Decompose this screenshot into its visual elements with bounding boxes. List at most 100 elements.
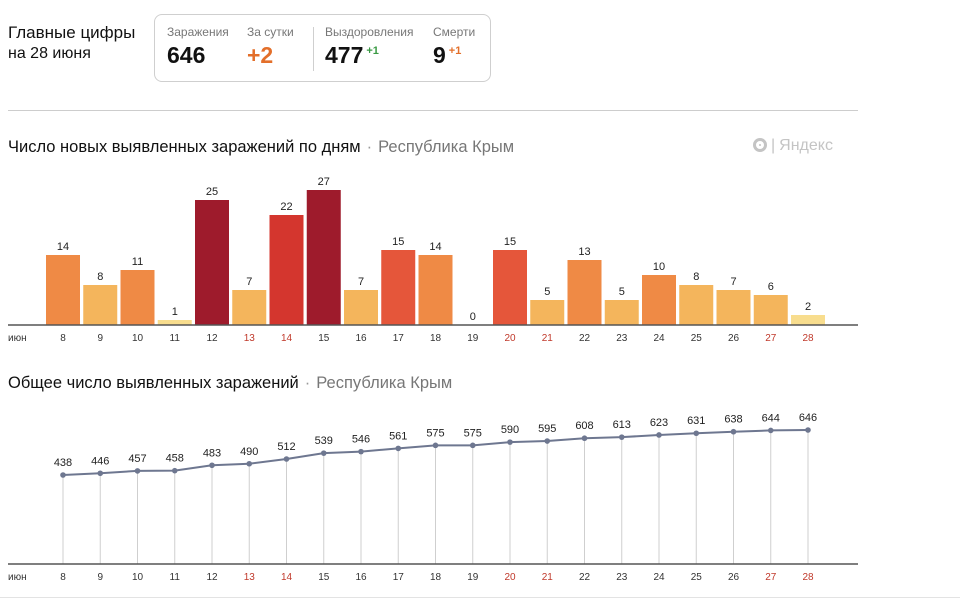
bar[interactable] — [567, 260, 602, 325]
bar[interactable] — [716, 290, 751, 325]
bar-value-label: 5 — [619, 286, 625, 298]
bar-chart-region: Республика Крым — [378, 138, 515, 156]
line-point[interactable] — [618, 434, 625, 440]
line-chart-title-text: Общее число выявленных заражений — [8, 374, 299, 392]
bar[interactable] — [195, 200, 229, 325]
line-point[interactable] — [134, 468, 141, 474]
yandex-ring-icon — [753, 138, 767, 152]
bar-value-label: 1 — [172, 306, 178, 318]
point-value-label: 613 — [613, 419, 631, 431]
x-tick-label: 14 — [281, 333, 293, 344]
x-tick-label: 27 — [765, 572, 777, 583]
bar-value-label: 11 — [132, 256, 143, 268]
bar-value-label: 8 — [97, 271, 103, 283]
headline-date: на 28 июня — [8, 45, 91, 62]
point-value-label: 490 — [240, 446, 258, 458]
point-value-label: 446 — [91, 455, 109, 467]
bar[interactable] — [791, 315, 825, 325]
line-point[interactable] — [60, 472, 66, 478]
bar[interactable] — [46, 255, 80, 325]
x-tick-label: 16 — [355, 572, 367, 583]
stats-divider — [313, 27, 314, 71]
key-figures-card: Заражения 646 За сутки +2 Выздоровления … — [154, 14, 491, 82]
x-tick-label: 21 — [542, 333, 554, 344]
line-point[interactable] — [507, 439, 513, 445]
title-dot: · — [304, 374, 311, 392]
line-point[interactable] — [730, 428, 737, 435]
stat-infections: Заражения 646 — [167, 25, 229, 69]
line-point[interactable] — [395, 445, 402, 452]
bar[interactable] — [269, 215, 304, 325]
bar[interactable] — [493, 250, 527, 325]
line-point[interactable] — [320, 450, 327, 456]
bar-chart-title: Число новых выявленных заражений по дням… — [8, 138, 514, 157]
bar[interactable] — [604, 300, 639, 325]
bar[interactable] — [753, 295, 788, 325]
line-point[interactable] — [283, 456, 290, 462]
x-tick-label: 20 — [504, 572, 516, 583]
bar[interactable] — [418, 255, 453, 325]
month-label: июн — [8, 572, 27, 583]
line-point[interactable] — [97, 470, 104, 477]
line-point[interactable] — [209, 462, 215, 469]
line-point[interactable] — [767, 427, 774, 434]
stat-daily: За сутки +2 — [247, 25, 294, 69]
x-tick-label: 20 — [504, 333, 516, 344]
point-value-label: 638 — [724, 414, 742, 426]
brand-name: Яндекс — [779, 137, 833, 154]
x-tick-label: 21 — [542, 572, 554, 583]
bar[interactable] — [344, 290, 378, 325]
line-point[interactable] — [805, 427, 811, 433]
point-value-label: 575 — [464, 427, 482, 439]
bar-value-label: 14 — [57, 241, 69, 253]
x-tick-label: 12 — [206, 572, 218, 583]
bar-value-label: 13 — [578, 246, 590, 258]
x-tick-label: 27 — [765, 333, 777, 344]
line-point[interactable] — [656, 432, 662, 438]
line-point[interactable] — [693, 430, 700, 437]
x-tick-label: 19 — [467, 572, 479, 583]
headline-title: Главные цифры — [8, 23, 136, 42]
x-tick-label: 17 — [393, 572, 405, 583]
section-divider — [8, 110, 858, 111]
x-tick-label: 28 — [802, 572, 814, 583]
x-tick-label: 28 — [802, 333, 814, 344]
stat-recoveries-label: Выздоровления — [325, 25, 414, 39]
bar[interactable] — [157, 320, 192, 325]
bar[interactable] — [306, 190, 341, 325]
line-point[interactable] — [171, 467, 178, 474]
point-value-label: 512 — [277, 441, 295, 453]
point-value-label: 623 — [650, 417, 668, 429]
bar[interactable] — [83, 285, 118, 325]
bar-value-label: 27 — [318, 176, 330, 188]
headline: Главные цифры на 28 июня — [8, 22, 135, 64]
point-value-label: 561 — [389, 430, 407, 442]
bar[interactable] — [679, 285, 714, 325]
bar-value-label: 0 — [470, 311, 476, 323]
stat-daily-label: За сутки — [247, 25, 294, 39]
bar[interactable] — [232, 290, 267, 325]
point-value-label: 457 — [128, 453, 146, 465]
line-point[interactable] — [432, 442, 439, 449]
stat-recoveries-delta: +1 — [366, 45, 379, 58]
bar-value-label: 2 — [805, 301, 811, 313]
line-point[interactable] — [246, 460, 253, 467]
line-point[interactable] — [544, 438, 551, 444]
yandex-logo[interactable]: | Яндекс — [753, 137, 833, 155]
x-tick-label: 17 — [393, 333, 405, 344]
line-point[interactable] — [469, 442, 476, 449]
x-tick-label: 18 — [430, 333, 442, 344]
bar[interactable] — [642, 275, 676, 325]
stat-infections-value: 646 — [167, 42, 206, 68]
bar[interactable] — [120, 270, 155, 325]
point-value-label: 644 — [762, 412, 780, 424]
line-point[interactable] — [581, 435, 588, 442]
x-tick-label: 22 — [579, 333, 591, 344]
point-value-label: 575 — [426, 427, 444, 439]
bar[interactable] — [381, 250, 416, 325]
bar[interactable] — [530, 300, 565, 325]
bar-value-label: 10 — [653, 261, 665, 273]
x-tick-label: 25 — [691, 572, 703, 583]
line-point[interactable] — [358, 448, 364, 455]
x-tick-label: 14 — [281, 572, 293, 583]
